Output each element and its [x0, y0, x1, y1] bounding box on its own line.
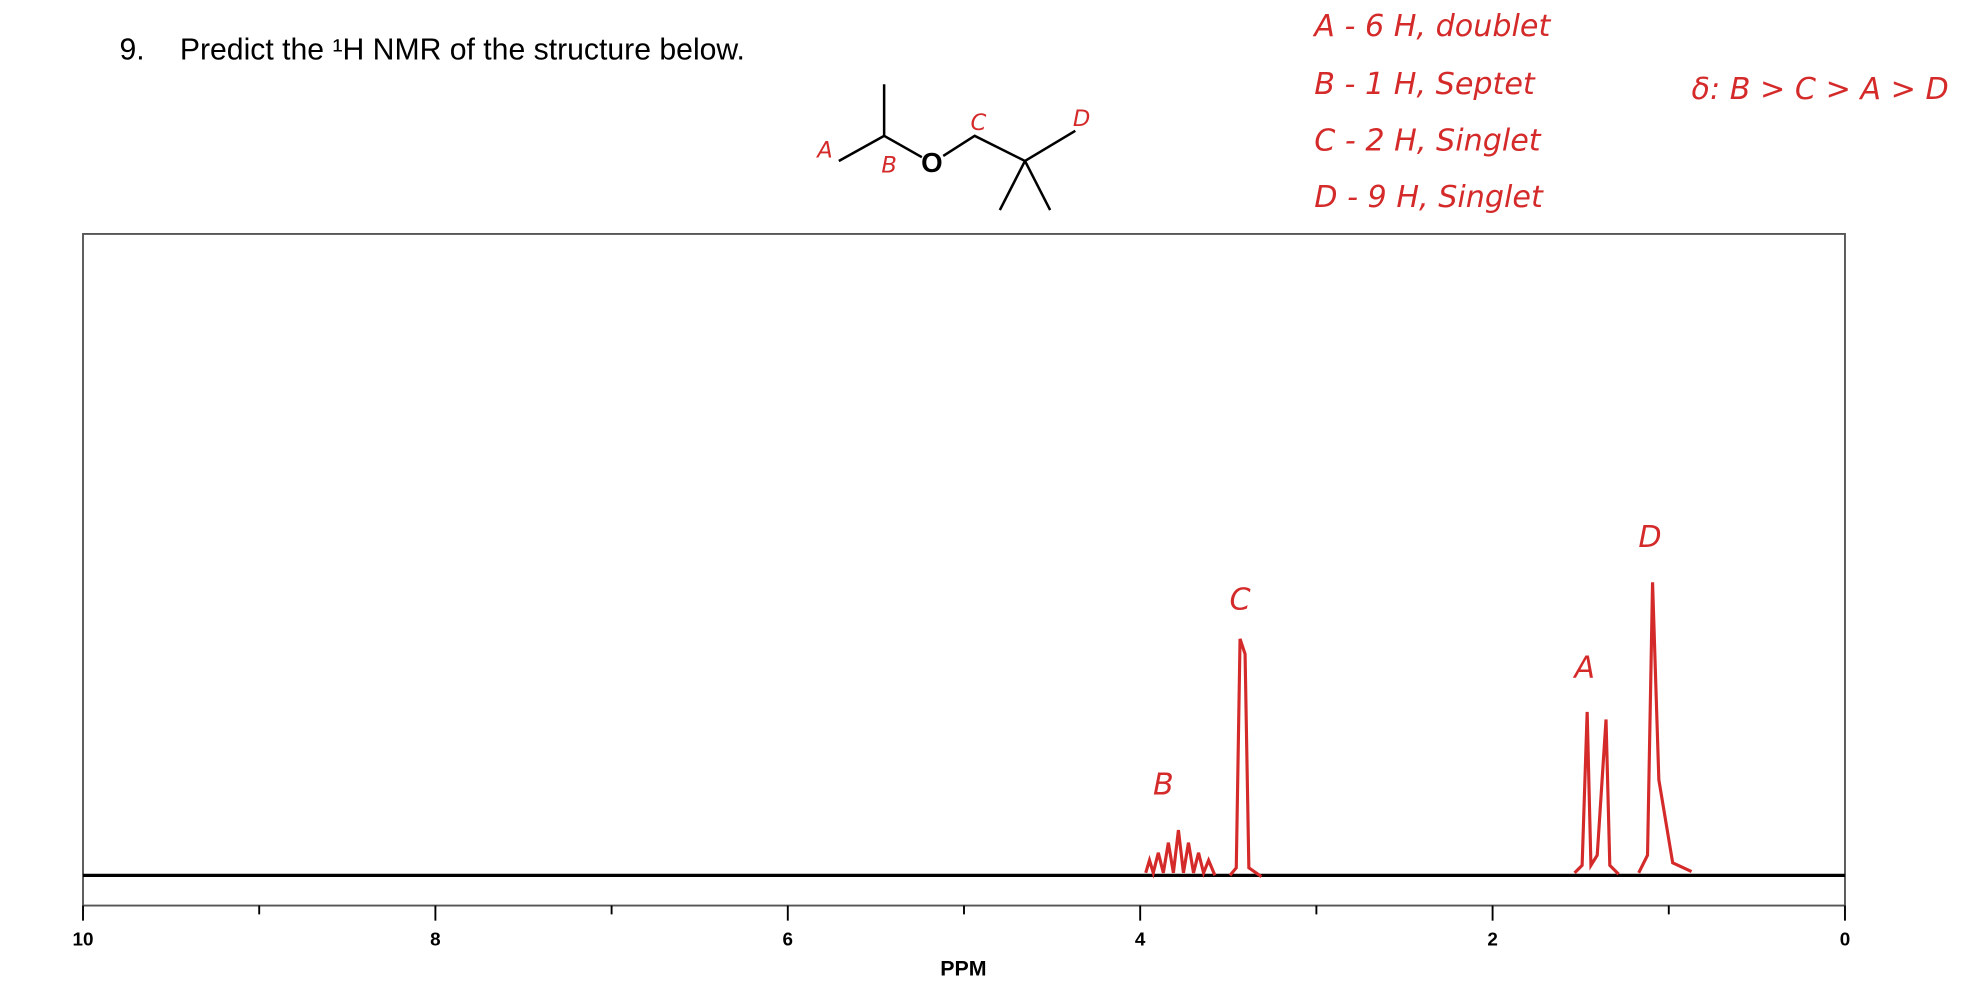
peak-label: B — [1153, 768, 1174, 803]
peak-label: A — [1572, 651, 1595, 686]
peak-label: D — [1638, 520, 1661, 555]
spectrum-frame — [82, 232, 1846, 907]
x-tick-label: 6 — [783, 929, 793, 950]
question-text: Predict the ¹H NMR of the structure belo… — [180, 34, 745, 67]
assignment: A - 6 H, doublet — [1312, 9, 1551, 44]
peak-b — [1144, 829, 1217, 879]
x-axis-label: PPM — [940, 956, 986, 980]
x-tick-label: 4 — [1135, 929, 1146, 950]
oxygen-atom: O — [921, 147, 943, 178]
x-tick-label: 0 — [1840, 929, 1850, 950]
x-tick-label: 10 — [73, 929, 94, 950]
atom-label: A — [815, 137, 832, 163]
assignment: B - 1 H, Septet — [1314, 67, 1536, 102]
assignment: D - 9 H, Singlet — [1314, 180, 1544, 215]
atom-label: C — [971, 110, 987, 136]
peak-d — [1637, 582, 1693, 874]
atom-label: D — [1073, 106, 1090, 132]
x-tick-label: 2 — [1487, 929, 1497, 950]
peak-c — [1228, 638, 1263, 878]
question-number: 9. — [119, 34, 144, 67]
molecule — [838, 84, 1076, 211]
shift-order: δ: B > C > A > D — [1692, 72, 1949, 107]
peak-label: C — [1230, 583, 1251, 618]
x-tick-label: 8 — [430, 929, 440, 950]
peaks — [1144, 582, 1693, 879]
assignment: C - 2 H, Singlet — [1314, 124, 1542, 159]
atom-label: B — [881, 153, 897, 179]
peak-a — [1573, 711, 1620, 876]
